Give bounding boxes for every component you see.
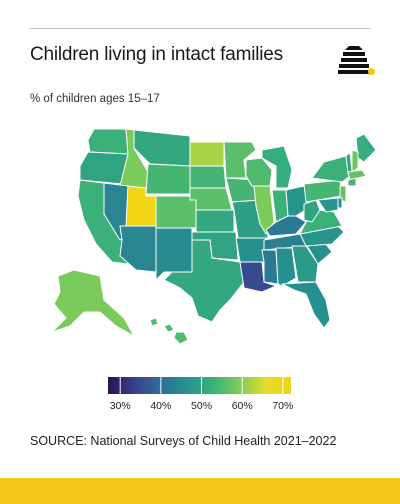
state-or: [79, 151, 129, 185]
legend-color-bar: [108, 377, 291, 394]
page-title: Children living in intact families: [30, 44, 283, 65]
source-note: SOURCE: National Surveys of Child Health…: [30, 434, 337, 448]
state-fl: [281, 281, 331, 329]
legend-tick-label: 30%: [110, 400, 131, 412]
state-hi: [149, 317, 189, 345]
state-tx: [163, 239, 245, 323]
state-il: [253, 185, 275, 235]
legend-tick-label: 50%: [191, 400, 212, 412]
us-choropleth-map: [51, 128, 377, 345]
state-ga: [291, 245, 319, 283]
state-al: [275, 247, 297, 287]
color-scale-legend: 30% 40% 50% 60% 70%: [108, 377, 293, 412]
legend-tick-label: 60%: [232, 400, 253, 412]
state-la: [239, 261, 277, 293]
state-de: [337, 197, 343, 209]
state-nh: [351, 149, 359, 173]
state-ms: [261, 249, 279, 285]
legend-tick-label: 40%: [150, 400, 171, 412]
state-ak: [51, 269, 135, 337]
state-ma: [347, 169, 367, 181]
state-ky: [265, 215, 307, 237]
state-oh: [285, 185, 309, 217]
state-ct: [347, 177, 357, 187]
top-divider: [30, 28, 370, 29]
legend-tick-label: 70%: [272, 400, 293, 412]
state-md: [317, 197, 339, 213]
subtitle: % of children ages 15–17: [30, 93, 160, 105]
footer-bar: [0, 478, 400, 504]
beehive-icon: [338, 46, 375, 75]
state-mi: [261, 145, 293, 189]
